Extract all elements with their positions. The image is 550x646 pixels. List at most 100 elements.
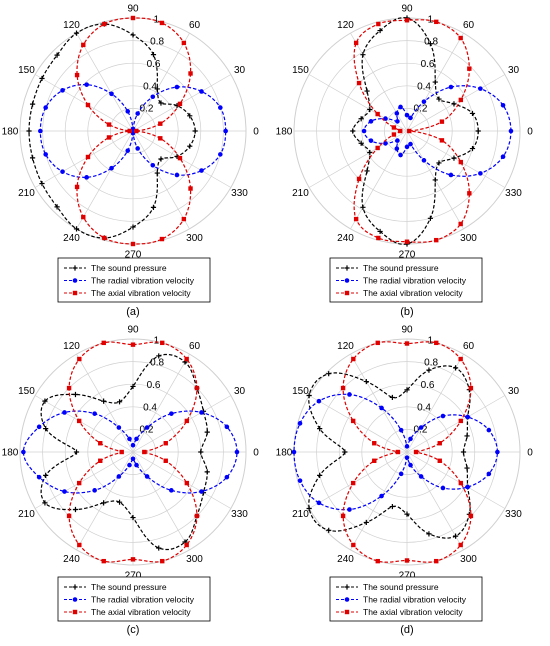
angle-tick-label: 180 <box>276 448 293 459</box>
data-point <box>408 462 413 468</box>
data-point <box>404 511 410 517</box>
data-point <box>158 156 164 162</box>
data-point <box>130 241 136 247</box>
data-point <box>432 79 438 85</box>
legend-marker <box>72 609 78 615</box>
data-point <box>347 507 352 512</box>
data-point <box>76 418 82 424</box>
data-point <box>404 387 410 393</box>
data-point <box>291 449 297 455</box>
data-point <box>358 116 364 122</box>
data-point <box>436 96 442 102</box>
data-point <box>163 458 168 463</box>
data-point <box>427 215 433 221</box>
data-point <box>458 356 463 362</box>
data-point <box>116 474 122 479</box>
data-point <box>198 449 204 455</box>
angle-tick-label: 330 <box>505 188 522 199</box>
data-point <box>439 119 445 124</box>
data-point <box>158 121 163 126</box>
data-point <box>467 191 472 196</box>
angle-tick-label: 210 <box>18 509 35 520</box>
data-point <box>135 111 140 116</box>
legend-marker <box>344 278 350 283</box>
data-point <box>375 111 380 117</box>
data-point <box>188 71 193 76</box>
angle-tick-label: 120 <box>63 20 80 31</box>
grid-spoke <box>406 451 464 551</box>
angle-tick-label: 30 <box>508 65 520 76</box>
data-point <box>398 471 404 477</box>
grid-spoke <box>132 451 190 551</box>
angle-tick-label: 240 <box>63 554 80 565</box>
data-point <box>495 449 500 455</box>
legend-marker <box>72 584 78 590</box>
radial-tick-label: 1 <box>154 14 160 25</box>
legend: The sound pressure The radial vibration v… <box>57 257 211 303</box>
angle-tick-label: 270 <box>399 571 416 582</box>
radial-tick-label: 0.6 <box>421 380 435 391</box>
grid-spoke <box>308 130 408 188</box>
data-point <box>199 410 204 415</box>
data-point <box>187 113 193 119</box>
data-point <box>224 474 230 480</box>
polar-chart-2: 0 30 60 90 120 150 180 210 240 270 300 330 0.2 0.4 0.6… <box>276 4 534 319</box>
data-point <box>142 449 147 455</box>
radial-tick-label: 1 <box>428 335 434 346</box>
data-point <box>379 405 384 411</box>
data-point <box>342 449 348 455</box>
grid-spoke <box>406 74 506 132</box>
radial-tick-label: 0.8 <box>424 37 438 48</box>
angle-tick-label: 270 <box>125 250 142 261</box>
data-point <box>434 558 439 564</box>
data-point <box>421 99 427 104</box>
data-point <box>363 378 369 385</box>
angle-tick-label: 60 <box>189 341 201 352</box>
data-point <box>73 30 80 36</box>
angle-tick-label: 120 <box>337 341 354 352</box>
data-point <box>486 471 492 477</box>
data-point <box>421 158 427 163</box>
data-point <box>458 221 463 227</box>
data-point <box>458 35 463 41</box>
legend-marker <box>344 290 350 296</box>
angle-tick-label: 210 <box>292 188 309 199</box>
data-point <box>360 204 366 210</box>
data-point <box>169 488 174 493</box>
grid-spoke <box>406 130 506 188</box>
data-point <box>340 513 346 519</box>
data-point <box>156 545 162 551</box>
data-point <box>465 484 470 490</box>
data-point <box>119 449 124 455</box>
data-point <box>418 474 424 479</box>
data-point <box>368 119 374 124</box>
data-point <box>127 462 132 468</box>
data-point <box>150 162 156 168</box>
data-point <box>43 472 49 478</box>
data-point <box>316 500 322 506</box>
data-point <box>434 340 439 346</box>
data-point <box>317 426 323 432</box>
grid-spoke <box>34 130 134 188</box>
data-point <box>181 216 187 222</box>
data-point <box>464 433 470 439</box>
grid-spoke <box>406 395 506 453</box>
data-point <box>130 557 136 562</box>
data-point <box>353 40 359 46</box>
data-point <box>160 558 165 564</box>
radial-tick-label: 1 <box>154 335 160 346</box>
data-point <box>404 144 410 150</box>
data-point <box>127 436 132 442</box>
data-point <box>358 140 364 146</box>
data-point <box>440 485 446 491</box>
data-point <box>21 449 26 455</box>
angle-tick-label: 240 <box>337 554 354 565</box>
data-point <box>184 542 189 548</box>
data-point <box>218 152 223 157</box>
data-point <box>194 385 200 391</box>
grid-spoke <box>76 130 134 230</box>
data-point <box>192 128 198 134</box>
data-point <box>452 533 459 539</box>
angle-tick-label: 60 <box>189 20 201 31</box>
data-point <box>36 424 42 430</box>
